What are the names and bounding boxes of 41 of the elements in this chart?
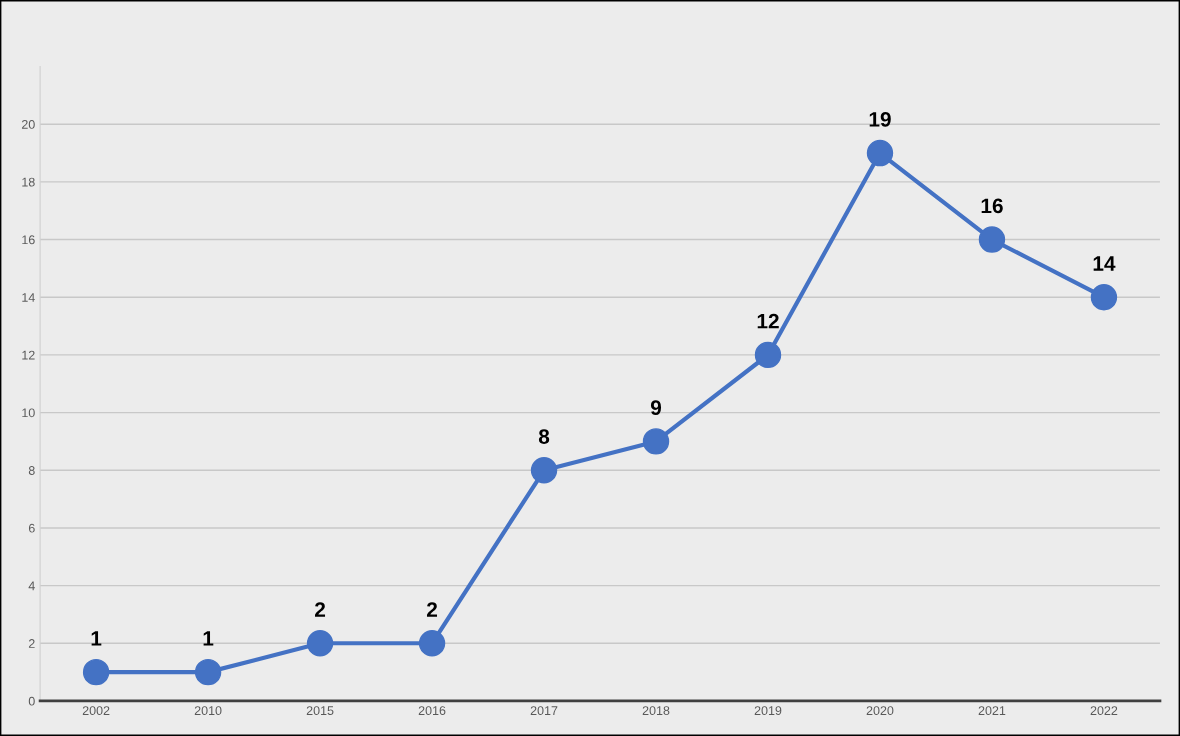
point	[866, 139, 894, 167]
x-tick-label: 2022	[1090, 706, 1118, 716]
y-tick-label: 16	[22, 235, 35, 245]
y-tick-label: 2	[28, 639, 35, 648]
data-label: 1	[203, 631, 214, 646]
y-tick-label: 12	[22, 350, 35, 360]
y-tick-label: 20	[21, 120, 35, 129]
data-label: 14	[1093, 256, 1116, 271]
y-tick-label: 0	[28, 696, 35, 706]
data-label: 2	[315, 602, 326, 617]
x-tick-label: 2017	[530, 706, 558, 716]
point	[642, 428, 670, 455]
y-tick-label: 10	[22, 408, 35, 418]
y-tick-label: 18	[22, 177, 35, 187]
point	[306, 630, 334, 657]
data-label: 16	[981, 198, 1003, 214]
point	[1090, 284, 1118, 311]
x-tick-label: 2019	[754, 706, 782, 716]
x-tick-label: 2016	[418, 706, 446, 716]
x-tick-label: 2020	[866, 706, 894, 716]
point	[194, 658, 222, 686]
point	[978, 226, 1006, 253]
point	[754, 341, 782, 369]
x-tick-label: 2015	[306, 706, 334, 716]
x-tick-label: 2010	[194, 706, 222, 716]
point	[530, 457, 558, 484]
x-tick-label: 2002	[82, 706, 110, 716]
x-tick-label: 2021	[978, 706, 1006, 716]
data-label: 8	[538, 429, 550, 444]
data-label: 1	[91, 631, 102, 646]
point	[418, 630, 446, 657]
point	[82, 658, 110, 686]
y-tick-label: 6	[28, 523, 35, 533]
data-label: 9	[650, 400, 662, 416]
y-tick-label: 8	[28, 466, 35, 475]
y-tick-label: 4	[28, 581, 35, 591]
data-label: 19	[869, 111, 891, 127]
data-label: 2	[426, 602, 438, 617]
y-tick-label: 14	[22, 293, 35, 302]
x-tick-label: 2018	[642, 706, 670, 716]
data-label: 12	[757, 313, 779, 329]
